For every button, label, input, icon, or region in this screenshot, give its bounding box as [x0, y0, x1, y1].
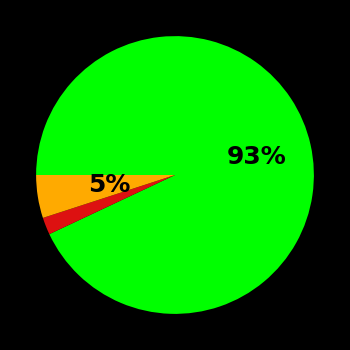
Wedge shape: [36, 175, 175, 218]
Wedge shape: [36, 36, 314, 314]
Text: 5%: 5%: [88, 174, 130, 197]
Text: 93%: 93%: [226, 145, 286, 169]
Wedge shape: [43, 175, 175, 234]
